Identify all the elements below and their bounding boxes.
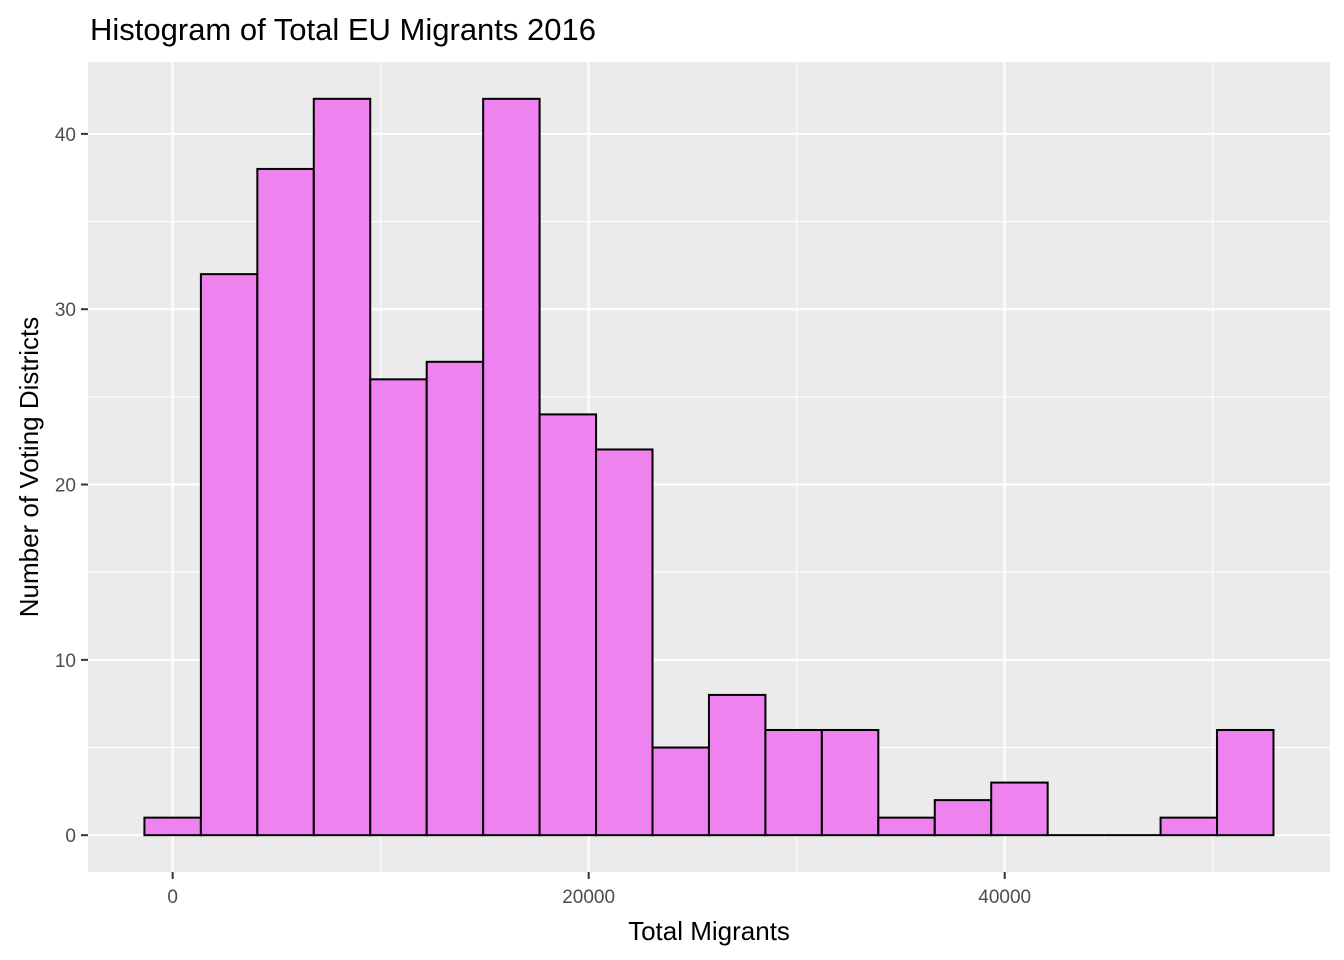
y-tick-label: 10 — [55, 651, 76, 672]
histogram-bars — [143, 97, 1275, 837]
histogram-bar — [143, 816, 202, 837]
histogram-bar — [820, 728, 880, 837]
y-tick-label: 0 — [65, 826, 76, 847]
y-tick-label: 40 — [55, 125, 76, 146]
histogram-bar — [933, 799, 993, 837]
chart-title: Histogram of Total EU Migrants 2016 — [90, 12, 596, 47]
histogram-bar — [256, 167, 315, 837]
x-tick-label: 0 — [167, 887, 178, 908]
histogram-bar — [312, 97, 372, 837]
histogram-bar — [595, 448, 654, 837]
y-axis-title: Number of Voting Districts — [14, 317, 44, 618]
histogram-bar — [764, 728, 823, 837]
histogram-bar — [651, 746, 710, 837]
histogram-bar — [199, 273, 259, 837]
histogram-bar — [425, 360, 485, 837]
histogram-bar — [538, 413, 598, 837]
histogram-bar — [482, 97, 541, 837]
histogram-bar — [707, 693, 767, 837]
histogram-bar — [1159, 816, 1219, 837]
y-tick-label: 20 — [55, 476, 76, 497]
y-axis-ticks: 0 10 20 30 40 — [55, 125, 88, 847]
x-axis-ticks: 0 20000 40000 — [167, 872, 1031, 908]
x-axis-title: Total Migrants — [628, 916, 790, 946]
histogram-bar — [1216, 728, 1275, 837]
x-tick-label: 40000 — [978, 887, 1031, 908]
histogram-bar — [877, 816, 936, 837]
histogram-bar — [369, 378, 428, 837]
histogram-bar — [990, 781, 1049, 837]
x-tick-label: 20000 — [562, 887, 615, 908]
y-tick-label: 30 — [55, 300, 76, 321]
